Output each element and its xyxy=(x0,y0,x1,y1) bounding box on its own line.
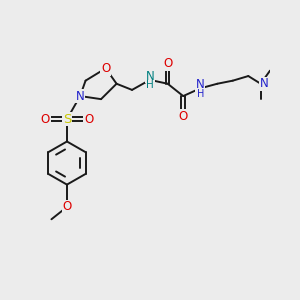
Text: H: H xyxy=(196,89,204,99)
Text: N: N xyxy=(196,78,205,91)
Text: O: O xyxy=(62,200,72,213)
Text: N: N xyxy=(146,70,154,83)
Text: O: O xyxy=(40,113,50,126)
Text: S: S xyxy=(63,113,71,126)
Text: H: H xyxy=(146,80,154,90)
Text: O: O xyxy=(84,113,93,126)
Text: O: O xyxy=(178,110,188,123)
Text: O: O xyxy=(163,57,172,70)
Text: O: O xyxy=(101,62,110,75)
Text: N: N xyxy=(76,90,85,103)
Text: N: N xyxy=(260,77,268,90)
